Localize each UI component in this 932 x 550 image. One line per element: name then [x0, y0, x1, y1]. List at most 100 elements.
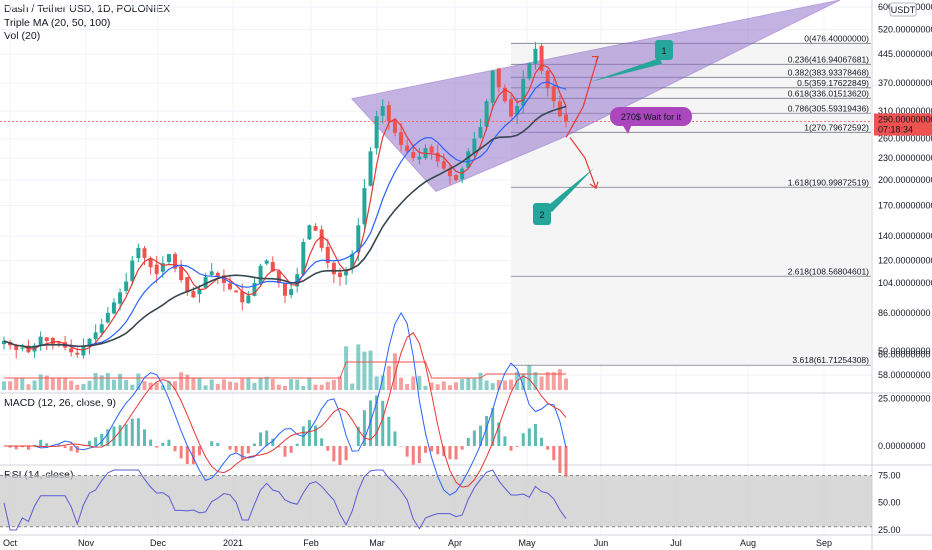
volume-bar	[93, 373, 98, 390]
time-tick-label: Sep	[816, 538, 832, 548]
macd-histogram-bar	[246, 446, 250, 454]
macd-histogram-bar	[283, 446, 287, 457]
candle-body	[527, 63, 532, 79]
price-tick-label: 445.00000000	[878, 49, 932, 59]
price-tick-label: 370.00000000	[878, 78, 932, 88]
macd-histogram-bar	[271, 438, 275, 446]
volume-bar	[118, 373, 123, 390]
candle-body	[56, 342, 61, 344]
rsi-tick-label: 75.00	[878, 470, 901, 480]
macd-histogram-bar	[491, 407, 495, 446]
macd-histogram-bar	[26, 446, 30, 450]
fib-label: 0.786(305.59319436)	[788, 103, 869, 113]
time-tick-label: Aug	[740, 538, 756, 548]
annotations[interactable]: 1 2 270$ Wait for it	[0, 40, 872, 225]
candle-body	[215, 272, 220, 278]
candle-body	[368, 151, 373, 186]
macd-histogram-bar	[45, 443, 49, 446]
volume-bar	[264, 376, 269, 390]
candle-body	[533, 48, 538, 65]
macd-histogram-bar	[338, 446, 342, 465]
volume-bar	[8, 381, 13, 390]
candle-body	[118, 292, 123, 304]
macd-histogram-bar	[387, 416, 391, 446]
candle-body	[466, 151, 471, 168]
candle-body	[399, 132, 404, 145]
macd-histogram-bar	[155, 446, 159, 448]
candle-body	[441, 161, 446, 169]
volume-bar	[502, 380, 507, 390]
candle-body	[386, 105, 391, 122]
price-tick-label: 200.00000000	[878, 175, 932, 185]
volume-bar	[478, 372, 483, 390]
macd-histogram-bar	[326, 446, 330, 451]
candle-body	[350, 254, 355, 269]
candle-body	[301, 241, 306, 275]
fib-label: 0.5(359.17622849)	[797, 78, 869, 88]
macd-histogram-bar	[277, 446, 281, 448]
macd-histogram-bar	[344, 446, 348, 461]
note-text: 270$ Wait for it	[621, 112, 682, 122]
price-badge-countdown: 07:18:34	[878, 125, 913, 135]
macd-histogram-bar	[552, 446, 556, 461]
rsi-band	[0, 475, 872, 527]
candle-body	[276, 271, 281, 284]
volume-legend[interactable]: Vol (20)	[4, 30, 41, 42]
time-tick-label: May	[518, 538, 536, 548]
macd-tick-label: 50.00000000	[878, 346, 931, 356]
candle-body	[166, 254, 171, 263]
fib-label: 0.382(383.93378468)	[788, 67, 869, 77]
candle-body	[185, 277, 190, 293]
callout-1-pointer	[590, 58, 662, 82]
candle-body	[484, 101, 489, 127]
volume-bar	[392, 353, 397, 390]
candle-body	[38, 336, 43, 347]
candle-body	[99, 324, 104, 333]
price-badge	[874, 113, 932, 136]
price-axis[interactable]: 600.00000000520.00000000445.00000000370.…	[874, 2, 932, 535]
candle-body	[283, 282, 287, 296]
candle-body	[496, 68, 501, 88]
candle-body	[264, 260, 269, 264]
candle-body	[447, 168, 452, 177]
callout-1-box	[655, 40, 673, 60]
price-tick-label: 58.00000000	[878, 370, 931, 380]
volume-bar	[2, 381, 6, 390]
volume-bar	[344, 346, 349, 390]
candle-body	[509, 99, 514, 117]
callout-1: 1	[590, 40, 673, 82]
volume-bar	[148, 382, 153, 390]
volume-bar	[240, 378, 245, 390]
candle-body	[545, 70, 550, 88]
volume-bar	[484, 380, 489, 390]
macd-histogram-bar	[179, 446, 183, 459]
ma-legend[interactable]: Triple MA (20, 50, 100)	[4, 17, 111, 29]
volume-bar	[20, 378, 25, 390]
volume-bar	[283, 385, 287, 390]
volume-bar	[105, 373, 110, 390]
volume-bar	[466, 378, 471, 390]
volume-bar	[386, 366, 391, 390]
volume-bar	[356, 344, 361, 390]
macd-histogram-bar	[295, 443, 299, 446]
volume-bar	[289, 379, 294, 390]
volume-bar	[14, 378, 19, 390]
candle-body	[75, 352, 80, 355]
macd-signal-line	[4, 332, 567, 488]
candle-body	[295, 274, 300, 287]
fib-label: 0(476.40000000)	[804, 33, 869, 43]
candle-body	[392, 119, 397, 133]
volume-bar	[319, 384, 324, 390]
candle-body	[44, 337, 49, 341]
macd-legend[interactable]: MACD (12, 26, close, 9)	[4, 397, 117, 409]
macd-histogram-bar	[240, 446, 244, 460]
volume-bar	[26, 384, 31, 390]
volume-bar	[50, 378, 55, 390]
candle-body	[197, 289, 202, 295]
macd-histogram-bar	[265, 430, 269, 446]
macd-histogram-bar	[424, 446, 427, 453]
price-badge-value: 290.00000000	[878, 115, 932, 125]
macd-histogram-bar	[399, 446, 403, 447]
time-axis[interactable]: Oct Nov Dec 2021 Feb Mar Apr May Jun Jul Aug Sep	[3, 538, 832, 548]
